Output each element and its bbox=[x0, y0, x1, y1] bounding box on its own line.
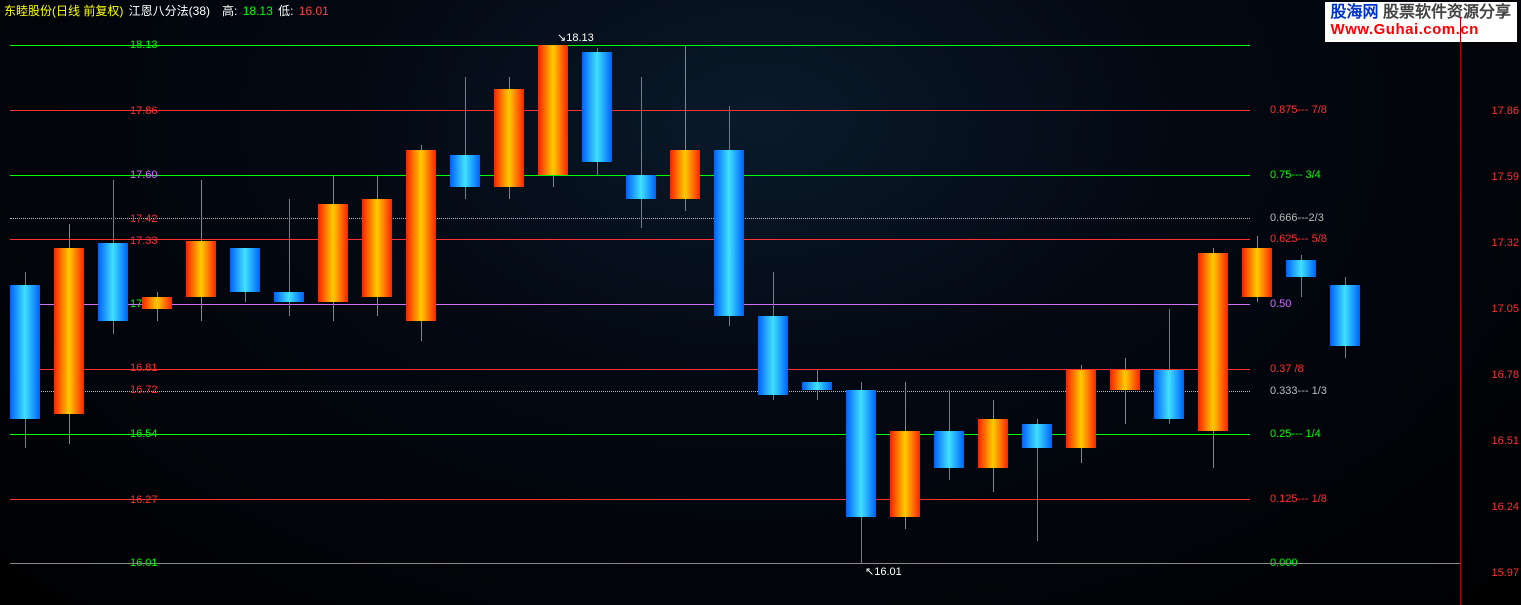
gann-label: 0.625--- 5/8 bbox=[1270, 233, 1327, 245]
candle-body[interactable] bbox=[1154, 370, 1184, 419]
candle-body[interactable] bbox=[98, 243, 128, 321]
candle-body[interactable] bbox=[538, 45, 568, 175]
price-level-label: 16.27 bbox=[130, 494, 158, 506]
price-level-label: 17.86 bbox=[130, 105, 158, 117]
candle-body[interactable] bbox=[230, 248, 260, 292]
gann-line bbox=[10, 45, 1250, 46]
low-value: 16.01 bbox=[299, 4, 329, 18]
low-label: 低: bbox=[278, 4, 293, 18]
y-axis-label: 17.59 bbox=[1491, 171, 1519, 183]
candle-body[interactable] bbox=[714, 150, 744, 316]
chart-root: { "title": { "stock": "东睦股份(日线 前复权)", "i… bbox=[0, 0, 1521, 605]
candle-body[interactable] bbox=[758, 316, 788, 394]
candle-wick bbox=[641, 77, 642, 229]
gann-label: 0.25--- 1/4 bbox=[1270, 428, 1321, 440]
candle-body[interactable] bbox=[1242, 248, 1272, 297]
candle-body[interactable] bbox=[142, 297, 172, 309]
gann-line bbox=[10, 369, 1250, 370]
candle-body[interactable] bbox=[406, 150, 436, 321]
y-axis-label: 17.05 bbox=[1491, 303, 1519, 315]
candle-body[interactable] bbox=[890, 431, 920, 517]
chart-title: 东睦股份(日线 前复权) 江恩八分法(38) 高: 18.13 低: 16.01 bbox=[4, 2, 331, 19]
price-annotation: ↖16.01 bbox=[865, 565, 902, 578]
price-level-label: 16.81 bbox=[130, 362, 158, 374]
candlestick-chart[interactable]: 0.875--- 7/8 0.75--- 3/4 0.666---2/3 0.625-… bbox=[0, 18, 1521, 605]
price-level-label: 16.01 bbox=[130, 557, 158, 569]
price-level-label: 17.60 bbox=[130, 169, 158, 181]
gann-line bbox=[10, 434, 1250, 435]
candle-body[interactable] bbox=[450, 155, 480, 187]
indicator-name: 江恩八分法(38) bbox=[129, 4, 210, 18]
gann-label: 0.37 /8 bbox=[1270, 363, 1304, 375]
price-annotation: ↘18.13 bbox=[557, 31, 594, 44]
candle-body[interactable] bbox=[1022, 424, 1052, 448]
candle-body[interactable] bbox=[494, 89, 524, 187]
gann-line bbox=[10, 218, 1250, 219]
y-axis-label: 16.78 bbox=[1491, 369, 1519, 381]
gann-label: 0.50 bbox=[1270, 298, 1291, 310]
gann-label: 0.875--- 7/8 bbox=[1270, 104, 1327, 116]
gann-label: 0.666---2/3 bbox=[1270, 212, 1324, 224]
gann-line bbox=[10, 304, 1250, 305]
y-axis-label: 17.32 bbox=[1491, 237, 1519, 249]
price-level-label: 16.54 bbox=[130, 428, 158, 440]
y-axis-label: 17.86 bbox=[1491, 105, 1519, 117]
candle-body[interactable] bbox=[1330, 285, 1360, 346]
candle-body[interactable] bbox=[934, 431, 964, 468]
high-label: 高: bbox=[222, 4, 237, 18]
price-level-label: 17.33 bbox=[130, 235, 158, 247]
y-axis-separator bbox=[1460, 18, 1461, 605]
candle-body[interactable] bbox=[274, 292, 304, 302]
candle-body[interactable] bbox=[1198, 253, 1228, 431]
candle-body[interactable] bbox=[1286, 260, 1316, 277]
price-level-label: 16.72 bbox=[130, 384, 158, 396]
candle-body[interactable] bbox=[318, 204, 348, 302]
y-axis-label: 16.51 bbox=[1491, 435, 1519, 447]
gann-line bbox=[10, 499, 1250, 500]
candle-body[interactable] bbox=[10, 285, 40, 419]
candle-body[interactable] bbox=[846, 390, 876, 517]
gann-label: 0.75--- 3/4 bbox=[1270, 169, 1321, 181]
candle-body[interactable] bbox=[978, 419, 1008, 468]
price-level-label: 18.13 bbox=[130, 39, 158, 51]
candle-body[interactable] bbox=[582, 52, 612, 162]
candle-body[interactable] bbox=[626, 175, 656, 199]
gann-line bbox=[10, 391, 1250, 392]
candle-body[interactable] bbox=[54, 248, 84, 414]
gann-label: 0.333--- 1/3 bbox=[1270, 385, 1327, 397]
candle-wick bbox=[1125, 358, 1126, 424]
high-value: 18.13 bbox=[243, 4, 273, 18]
candle-body[interactable] bbox=[1110, 370, 1140, 390]
price-level-label: 17.42 bbox=[130, 213, 158, 225]
candle-body[interactable] bbox=[802, 382, 832, 389]
baseline bbox=[10, 563, 1460, 564]
y-axis-label: 16.24 bbox=[1491, 501, 1519, 513]
candle-body[interactable] bbox=[1066, 370, 1096, 448]
gann-label: 0.125--- 1/8 bbox=[1270, 493, 1327, 505]
stock-name: 东睦股份(日线 前复权) bbox=[4, 4, 123, 18]
gann-line bbox=[10, 110, 1250, 111]
candle-body[interactable] bbox=[186, 241, 216, 297]
candle-body[interactable] bbox=[362, 199, 392, 297]
candle-body[interactable] bbox=[670, 150, 700, 199]
y-axis-label: 15.97 bbox=[1491, 567, 1519, 579]
